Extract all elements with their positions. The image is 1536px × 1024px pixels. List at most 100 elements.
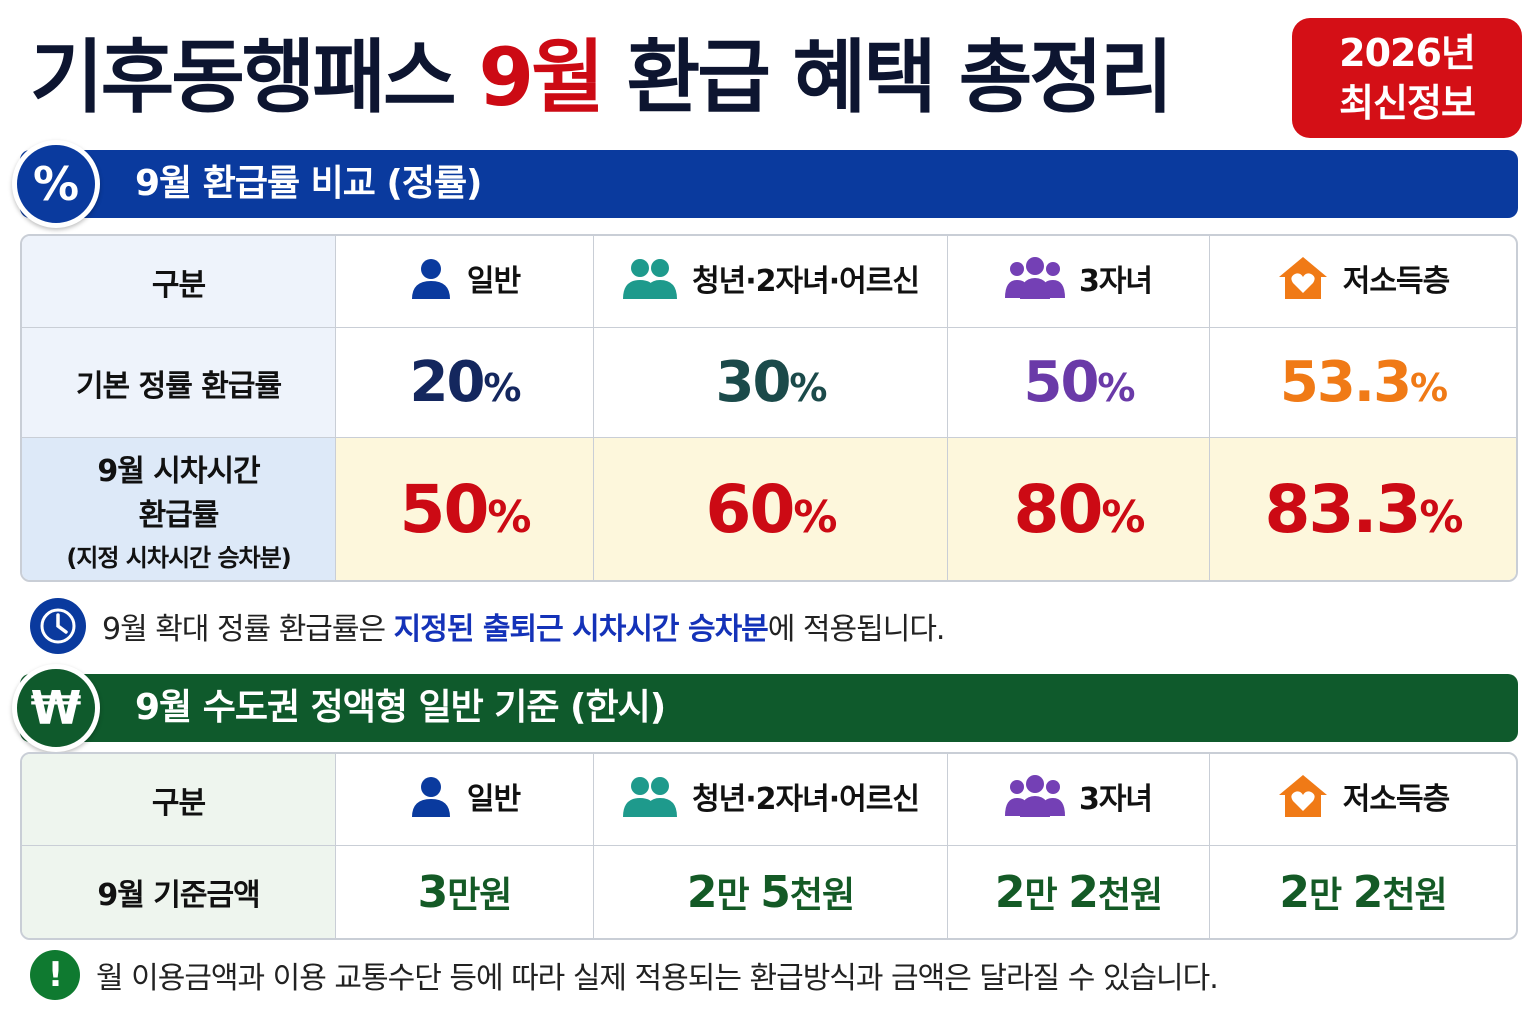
amount-cell: 3만원 (336, 846, 594, 938)
amount-unit: 천원 (1097, 875, 1163, 916)
percent-icon: % (12, 140, 100, 228)
table-row: 기본 정률 환급률 20% 30% 50% 53.3% (22, 328, 1516, 438)
note-highlight: 지정된 출퇴근 시차시간 승차분 (393, 612, 769, 647)
col-low-income: 저소득층 (1210, 754, 1516, 846)
person-icon (411, 776, 450, 817)
rate-unit: % (1419, 491, 1463, 543)
col-general: 일반 (336, 236, 594, 328)
amount-section-bar: ₩ 9월 수도권 정액형 일반 기준 (한시) (12, 664, 1518, 752)
note-text: 월 이용금액과 이용 교통수단 등에 따라 실제 적용되는 환급방식과 금액은 … (96, 961, 1219, 996)
col-low-income: 저소득층 (1210, 236, 1516, 328)
amount-number: 5 (760, 867, 791, 918)
person-icon (411, 258, 450, 299)
row-label: 9월 기준금액 (22, 846, 336, 938)
rate-cell: 50% (948, 328, 1210, 438)
disclaimer-note: ! 월 이용금액과 이용 교통수단 등에 따라 실제 적용되는 환급방식과 금액… (30, 950, 1219, 1000)
house-heart-icon (1278, 256, 1327, 299)
amount-number: 2 (686, 867, 718, 918)
col-three-children: 3자녀 (948, 754, 1210, 846)
rate-section-bar: % 9월 환급률 비교 (정률) (12, 140, 1518, 228)
header: 기후동행패스 9월 환급 혜택 총정리 2026년 최신정보 (22, 18, 1522, 138)
warning-icon: ! (30, 950, 80, 1000)
won-icon: ₩ (12, 664, 100, 752)
amount-unit: 천원 (789, 875, 855, 916)
table-header-row: 구분 일반 청년·2자녀·어르신 3자녀 저소득층 (22, 236, 1516, 328)
rate-unit: % (793, 491, 837, 543)
rate-unit: % (1101, 491, 1145, 543)
rate-value: 50 (399, 470, 490, 548)
table-row: 9월 시차시간 환급률 (지정 시차시간 승차분) 50% 60% 80% 83… (22, 438, 1516, 580)
amount-number: 3 (417, 867, 449, 918)
rate-value: 80 (1013, 470, 1104, 548)
col-label: 일반 (466, 263, 521, 299)
rate-cell: 80% (948, 438, 1210, 580)
table-header-row: 구분 일반 청년·2자녀·어르신 3자녀 저소득층 (22, 754, 1516, 846)
col-youth: 청년·2자녀·어르신 (594, 236, 948, 328)
corner-label: 구분 (22, 754, 336, 846)
rate-value: 60 (705, 470, 796, 548)
rate-unit: % (1097, 366, 1135, 410)
row-label: 9월 시차시간 환급률 (지정 시차시간 승차분) (22, 438, 336, 580)
house-heart-icon (1278, 774, 1327, 817)
amount-unit: 만 (716, 875, 761, 916)
amount-number: 2 (1068, 867, 1099, 918)
rate-unit: % (1410, 366, 1448, 410)
rate-table: 구분 일반 청년·2자녀·어르신 3자녀 저소득층 (20, 234, 1518, 582)
title-post: 환급 혜택 총정리 (626, 31, 1174, 124)
amount-number: 2 (1352, 867, 1384, 918)
col-label: 일반 (466, 781, 521, 817)
rate-cell: 30% (594, 328, 948, 438)
rate-unit: % (483, 366, 521, 410)
amount-unit: 만 (1024, 875, 1069, 916)
amount-cell: 2만 5천원 (594, 846, 948, 938)
rate-cell: 60% (594, 438, 948, 580)
row-label-note: (지정 시차시간 승차분) (66, 543, 291, 572)
amount-cell: 2만 2천원 (948, 846, 1210, 938)
col-label: 저소득층 (1342, 781, 1450, 817)
rate-section-title: 9월 환급률 비교 (정률) (135, 163, 483, 204)
corner-label: 구분 (22, 236, 336, 328)
clock-icon (30, 598, 86, 654)
amount-unit: 만원 (447, 875, 512, 916)
badge-line1: 2026년 (1339, 31, 1476, 75)
rate-unit: % (789, 366, 827, 410)
amount-unit: 천원 (1382, 875, 1447, 916)
amount-table: 구분 일반 청년·2자녀·어르신 3자녀 저소득층 (20, 752, 1518, 940)
badge-line2: 최신정보 (1339, 81, 1476, 125)
rate-value: 50 (1023, 350, 1099, 415)
page-title: 기후동행패스 9월 환급 혜택 총정리 (30, 28, 1174, 128)
title-accent: 9월 (478, 31, 604, 124)
col-label: 청년·2자녀·어르신 (692, 781, 920, 817)
title-pre: 기후동행패스 (30, 31, 457, 124)
amount-unit: 만 (1309, 875, 1353, 916)
group-icon (1004, 256, 1065, 299)
amount-section-title: 9월 수도권 정액형 일반 기준 (한시) (135, 687, 666, 728)
amount-number: 2 (994, 867, 1026, 918)
amount-number: 2 (1279, 867, 1310, 918)
col-label: 저소득층 (1342, 263, 1450, 299)
rate-value: 83.3 (1264, 470, 1422, 548)
two-people-icon (623, 776, 678, 817)
rate-cell: 50% (336, 438, 594, 580)
year-badge: 2026년 최신정보 (1292, 18, 1522, 138)
rate-cell: 83.3% (1210, 438, 1516, 580)
rate-note: 9월 확대 정률 환급률은 지정된 출퇴근 시차시간 승차분에 적용됩니다. (30, 598, 946, 654)
col-label: 3자녀 (1078, 263, 1153, 299)
col-label: 청년·2자녀·어르신 (692, 263, 920, 299)
rate-cell: 53.3% (1210, 328, 1516, 438)
row-label-line1: 9월 시차시간 (97, 453, 260, 489)
note-text-end: 에 적용됩니다. (767, 612, 946, 647)
col-three-children: 3자녀 (948, 236, 1210, 328)
rate-cell: 20% (336, 328, 594, 438)
table-row: 9월 기준금액 3만원 2만 5천원 2만 2천원 2만 2천원 (22, 846, 1516, 938)
rate-value: 53.3 (1279, 350, 1412, 415)
group-icon (1004, 774, 1065, 817)
note-text: 9월 확대 정률 환급률은 (102, 612, 394, 647)
rate-unit: % (487, 491, 531, 543)
col-label: 3자녀 (1078, 781, 1153, 817)
rate-value: 20 (409, 350, 485, 415)
amount-cell: 2만 2천원 (1210, 846, 1516, 938)
two-people-icon (623, 258, 678, 299)
rate-value: 30 (715, 350, 791, 415)
col-general: 일반 (336, 754, 594, 846)
